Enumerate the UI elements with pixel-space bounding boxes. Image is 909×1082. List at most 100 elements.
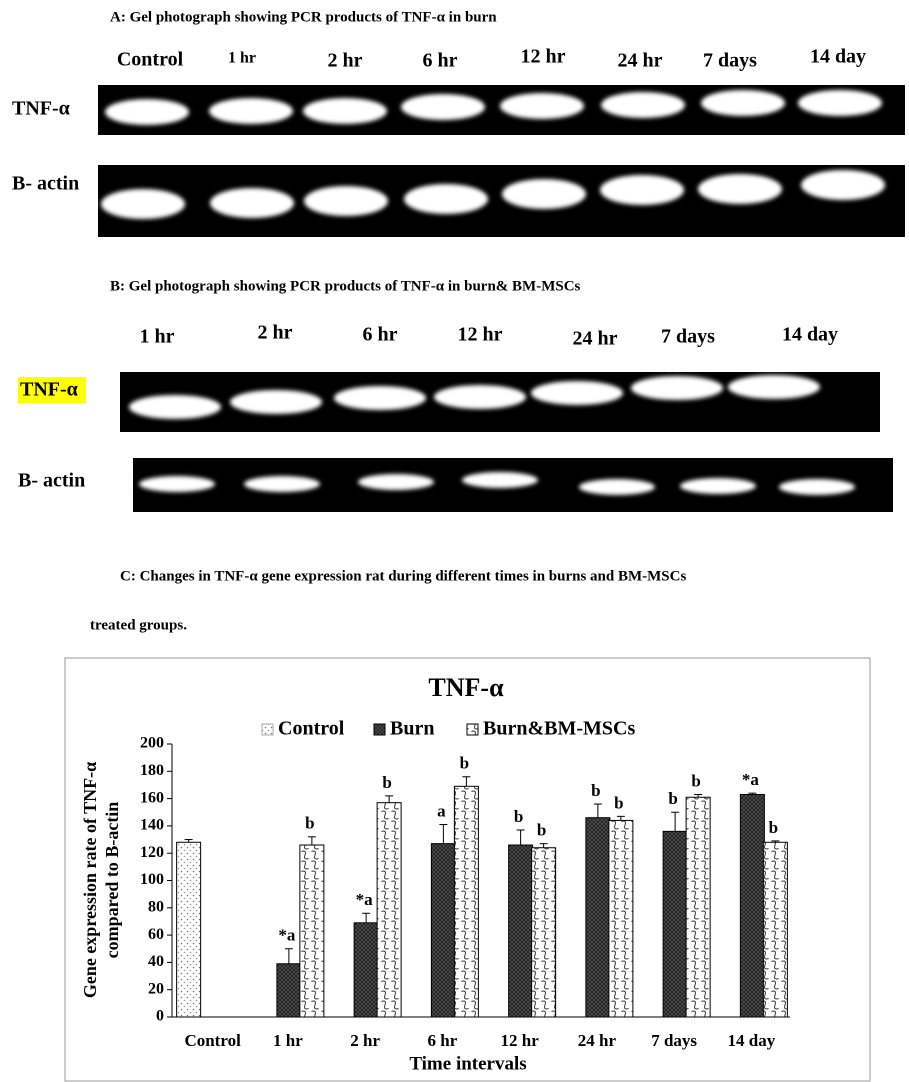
gel-band <box>531 381 623 405</box>
lane-label: Control <box>117 49 184 71</box>
row-label: B- actin <box>12 173 79 195</box>
data-label: b <box>668 789 677 808</box>
gel-band <box>462 472 538 488</box>
gel-band <box>129 395 221 419</box>
data-label: *a <box>356 890 374 909</box>
gel-band <box>209 98 293 124</box>
y-tick-label: 100 <box>140 871 164 888</box>
lane-label: 1 hr <box>140 326 175 348</box>
x-tick-label: 12 hr <box>501 1031 540 1050</box>
gel-band <box>244 476 320 492</box>
lane-label: 12 hr <box>458 324 503 346</box>
lane-label: 2 hr <box>328 50 363 72</box>
bar <box>609 820 633 1017</box>
lane-label: 6 hr <box>423 50 458 72</box>
bar <box>300 845 324 1017</box>
data-label: b <box>460 754 469 773</box>
y-tick-label: 60 <box>148 926 164 943</box>
x-tick-label: 1 hr <box>273 1031 303 1050</box>
row-label: B- actin <box>18 470 85 492</box>
bar <box>663 831 687 1017</box>
gel-band <box>105 99 189 125</box>
gel-band <box>728 375 820 399</box>
gel-band <box>500 93 584 119</box>
gel-band <box>334 386 426 410</box>
y-tick-label: 140 <box>140 817 164 834</box>
gel-band <box>801 170 885 200</box>
gel-band <box>303 98 387 124</box>
legend-swatch <box>374 724 385 735</box>
bar <box>277 964 301 1017</box>
panel-a-title: A: Gel photograph showing PCR products o… <box>110 9 497 25</box>
gel-band <box>304 186 388 216</box>
panel-c-caption: treated groups. <box>90 617 187 633</box>
data-label: b <box>537 821 546 840</box>
bar <box>586 818 610 1017</box>
bar <box>177 842 201 1017</box>
bar <box>763 842 787 1017</box>
lane-label: 24 hr <box>573 328 618 350</box>
y-tick-label: 120 <box>140 844 164 861</box>
x-tick-label: 2 hr <box>350 1031 380 1050</box>
x-tick-label: Control <box>184 1031 241 1050</box>
row-label: TNF-α <box>20 379 78 401</box>
gel-band <box>502 179 586 209</box>
bar <box>740 795 764 1017</box>
lane-label: 7 days <box>703 50 757 72</box>
legend-swatch <box>262 724 273 735</box>
y-axis-title: compared to B-actin <box>102 802 122 959</box>
bar <box>354 923 378 1017</box>
gel-band <box>358 474 434 490</box>
data-label: b <box>614 793 623 812</box>
gel-band <box>779 479 855 495</box>
panel-b-title: B: Gel photograph showing PCR products o… <box>110 278 581 294</box>
lane-label: 14 day <box>782 324 838 346</box>
gel-band <box>404 184 488 214</box>
y-tick-label: 180 <box>140 762 164 779</box>
legend-label: Burn <box>390 718 434 740</box>
y-tick-label: 200 <box>140 735 164 752</box>
gel-band <box>698 174 782 204</box>
gel-band <box>101 189 185 219</box>
gel-band <box>600 175 684 205</box>
gel-band <box>701 90 785 116</box>
x-tick-label: 24 hr <box>578 1031 617 1050</box>
bar <box>431 844 455 1017</box>
y-tick-label: 20 <box>148 980 164 997</box>
bar <box>377 803 401 1017</box>
legend-swatch <box>467 724 478 735</box>
legend-label: Control <box>278 718 345 740</box>
gel-band <box>631 376 723 400</box>
row-label: TNF-α <box>12 98 70 120</box>
bar <box>509 845 533 1017</box>
data-label: *a <box>278 926 296 945</box>
panel-c-caption: C: Changes in TNF-α gene expression rat … <box>120 568 686 584</box>
gel-band <box>401 94 485 120</box>
x-tick-label: 7 days <box>651 1031 697 1050</box>
lane-label: 6 hr <box>363 324 398 346</box>
lane-label: 24 hr <box>618 50 663 72</box>
x-tick-label: 6 hr <box>428 1031 458 1050</box>
lane-label: 1 hr <box>228 50 256 67</box>
gel-band <box>210 188 294 218</box>
x-tick-label: 14 day <box>728 1031 776 1050</box>
lane-label: 14 day <box>810 46 866 68</box>
data-label: a <box>437 801 446 820</box>
y-tick-label: 160 <box>140 789 164 806</box>
data-label: b <box>382 773 391 792</box>
gel-band <box>230 390 322 414</box>
data-label: *a <box>742 770 760 789</box>
data-label: b <box>305 814 314 833</box>
data-label: b <box>591 781 600 800</box>
y-tick-label: 80 <box>148 898 164 915</box>
y-tick-label: 40 <box>148 953 164 970</box>
x-axis-title: Time intervals <box>409 1053 526 1074</box>
lane-label: 7 days <box>661 326 715 348</box>
y-axis-title: Gene expression rate of TNF-α <box>80 762 100 998</box>
data-label: b <box>769 818 778 837</box>
gel-band <box>680 478 756 494</box>
lane-label: 2 hr <box>258 322 293 344</box>
chart-title: TNF-α <box>428 673 504 702</box>
